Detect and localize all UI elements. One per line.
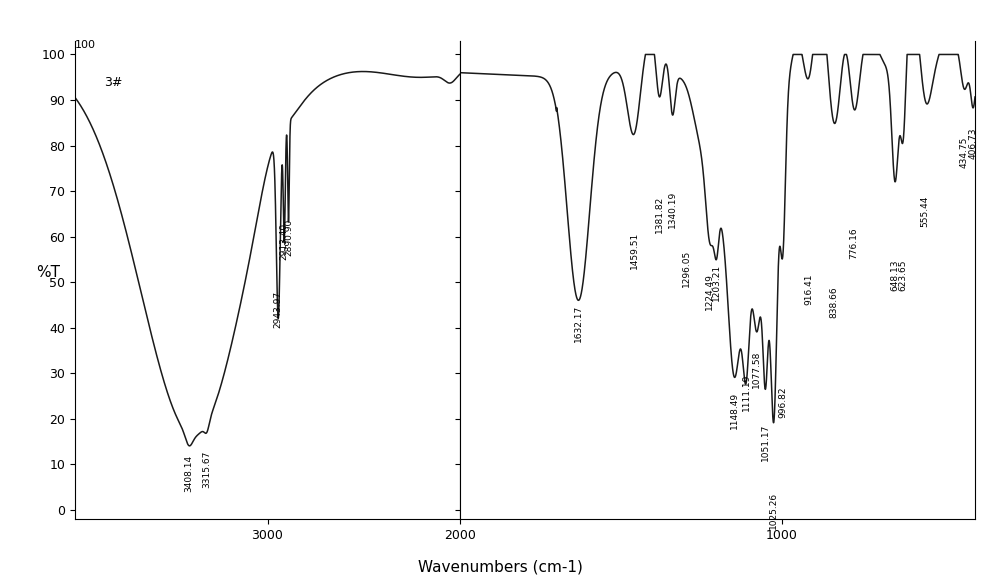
Text: 1340.19: 1340.19 bbox=[668, 191, 677, 229]
Text: 2890.90: 2890.90 bbox=[284, 219, 293, 255]
Text: 1296.05: 1296.05 bbox=[682, 250, 691, 287]
Text: 2943.97: 2943.97 bbox=[274, 292, 283, 328]
Text: 776.16: 776.16 bbox=[849, 227, 858, 259]
Text: 3#: 3# bbox=[104, 76, 122, 89]
Text: 1077.58: 1077.58 bbox=[752, 350, 761, 388]
Text: 3408.14: 3408.14 bbox=[184, 455, 193, 492]
Text: 1632.17: 1632.17 bbox=[574, 305, 583, 342]
Text: 1111.19: 1111.19 bbox=[742, 373, 751, 410]
Text: 1148.49: 1148.49 bbox=[730, 391, 739, 429]
Text: 1459.51: 1459.51 bbox=[629, 232, 638, 269]
Text: 100: 100 bbox=[75, 40, 96, 50]
Text: 406.73: 406.73 bbox=[968, 127, 977, 159]
Text: 1203.21: 1203.21 bbox=[712, 264, 721, 301]
Text: 648.13: 648.13 bbox=[891, 259, 900, 291]
Text: 623.65: 623.65 bbox=[899, 259, 908, 291]
Text: 555.44: 555.44 bbox=[920, 196, 929, 227]
Text: 434.75: 434.75 bbox=[959, 136, 968, 168]
Text: 916.41: 916.41 bbox=[804, 273, 813, 304]
Text: 1224.49: 1224.49 bbox=[705, 273, 714, 310]
Text: Wavenumbers (cm-1): Wavenumbers (cm-1) bbox=[418, 559, 582, 574]
Text: 838.66: 838.66 bbox=[829, 287, 838, 318]
Y-axis label: %T: %T bbox=[36, 265, 60, 280]
Text: 3315.67: 3315.67 bbox=[202, 451, 211, 488]
Text: 1381.82: 1381.82 bbox=[654, 196, 663, 233]
Text: 996.82: 996.82 bbox=[778, 387, 787, 419]
Text: 1051.17: 1051.17 bbox=[761, 423, 770, 461]
Text: 1025.26: 1025.26 bbox=[769, 491, 778, 529]
Text: 2913.40: 2913.40 bbox=[280, 223, 289, 260]
